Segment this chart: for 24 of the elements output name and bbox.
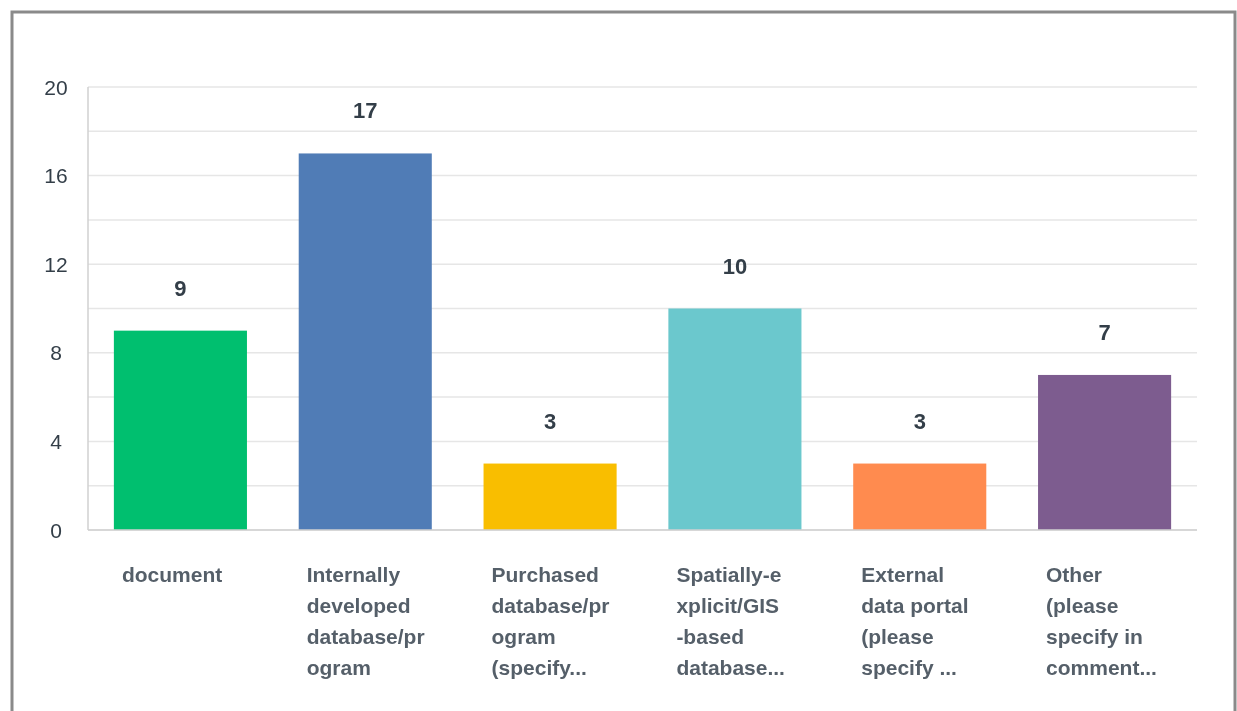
x-tick-label: Internally developed database/pr ogram (306, 563, 425, 679)
y-tick-label: 4 (50, 429, 63, 453)
bar (668, 308, 802, 530)
x-tick-label: document (121, 563, 223, 586)
y-tick-label: 0 (50, 518, 62, 542)
data-label: 10 (722, 253, 748, 279)
bar (483, 463, 617, 530)
y-tick-label: 8 (50, 341, 62, 365)
bar (1038, 374, 1172, 530)
data-label: 3 (913, 408, 926, 434)
y-tick-label: 16 (44, 164, 68, 188)
data-label: 9 (174, 275, 187, 301)
y-tick-label: 12 (44, 252, 68, 276)
y-tick-label: 20 (44, 75, 68, 99)
x-tick-label: Spatially-e xplicit/GIS -based database... (676, 563, 785, 679)
data-label: 3 (543, 408, 557, 434)
data-label: 7 (1098, 319, 1111, 345)
bar (298, 153, 432, 530)
x-tick-label: Purchased database/pr ogram (specify... (491, 563, 610, 679)
x-tick-label: External data portal (please specify ... (861, 563, 969, 679)
bar (853, 463, 987, 530)
x-tick-label: Other (please specify in comment... (1046, 563, 1157, 679)
data-label: 17 (353, 98, 378, 124)
bar (113, 330, 247, 530)
